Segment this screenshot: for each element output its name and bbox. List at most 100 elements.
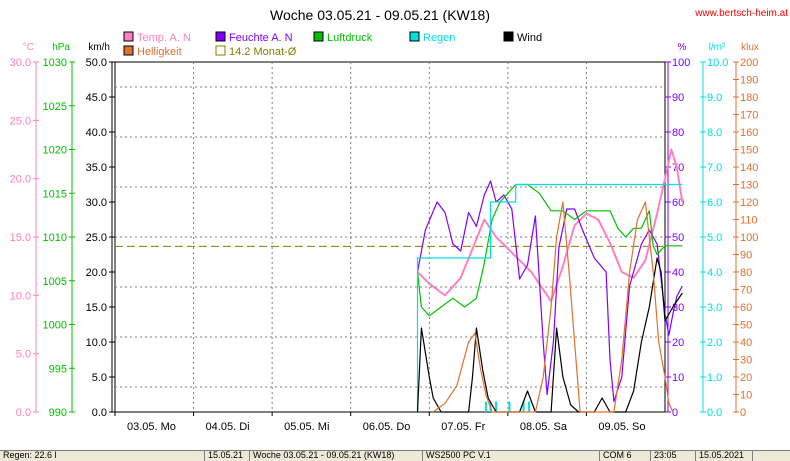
wind-axis-tick-label: 30.0	[86, 197, 107, 209]
pressure-axis-unit: hPa	[52, 42, 70, 53]
temp-axis-tick-label: 5.0	[16, 349, 31, 361]
light-axis-tick-label: 70	[740, 285, 752, 297]
pressure-axis-tick-label: 1005	[43, 276, 67, 288]
temp-axis-tick-label: 0.0	[16, 407, 31, 419]
temp-axis-tick-label: 20.0	[10, 174, 31, 186]
temp-axis-tick-label: 10.0	[10, 290, 31, 302]
wind-axis-tick-label: 20.0	[86, 267, 107, 279]
legend-label: Feuchte A. N	[229, 32, 293, 44]
wind-axis-tick-label: 45.0	[86, 92, 107, 104]
wind-axis-tick-label: 25.0	[86, 232, 107, 244]
wind-axis-tick-label: 40.0	[86, 127, 107, 139]
x-axis-tick-label: 05.05. Mi	[284, 421, 329, 433]
legend-swatch	[409, 31, 420, 42]
legend-label: Regen	[423, 32, 455, 44]
light-axis-tick-label: 10	[740, 390, 752, 402]
legend-label: Wind	[517, 32, 542, 44]
legend-label: Luftdruck	[327, 32, 373, 44]
status-rain: Regen: 22.6 l	[0, 451, 205, 461]
light-axis-tick-label: 20	[740, 372, 752, 384]
legend-label: Helligkeit	[137, 46, 182, 58]
status-bar: Regen: 22.6 l 15.05.21 Woche 03.05.21 - 09…	[0, 450, 790, 461]
humidity-axis-tick-label: 20	[672, 337, 684, 349]
status-date: 15.05.21	[205, 451, 250, 461]
pressure-axis-tick-label: 1020	[43, 145, 67, 157]
series-line-helligkeit	[432, 201, 674, 413]
wind-axis-tick-label: 15.0	[86, 302, 107, 314]
humidity-axis-tick-label: 100	[672, 57, 690, 69]
pressure-axis-tick-label: 990	[49, 407, 67, 419]
temp-axis-tick-label: 15.0	[10, 232, 31, 244]
light-axis-tick-label: 100	[740, 232, 758, 244]
series-line-temp-a-n	[416, 148, 684, 303]
legend-label: 14.2 Monat-Ø	[229, 46, 297, 58]
light-axis-tick-label: 50	[740, 320, 752, 332]
legend-swatch	[123, 45, 134, 56]
x-axis-tick-label: 06.05. Do	[363, 421, 411, 433]
status-port: COM 6	[600, 451, 651, 461]
series-line-regen	[416, 183, 683, 412]
series-line-wind	[416, 257, 683, 413]
legend-swatch	[215, 45, 226, 56]
temp-axis-unit: °C	[23, 42, 34, 53]
light-axis-tick-label: 30	[740, 355, 752, 367]
legend-swatch	[123, 31, 134, 42]
status-device: WS2500 PC V.1	[423, 451, 600, 461]
pressure-axis-tick-label: 1015	[43, 188, 67, 200]
wind-axis-tick-label: 35.0	[86, 162, 107, 174]
x-axis-tick-label: 09.05. So	[598, 421, 645, 433]
light-axis-tick-label: 200	[740, 57, 758, 69]
light-axis-tick-label: 190	[740, 75, 758, 87]
rain-axis-unit: l/m²	[709, 42, 726, 53]
x-axis-tick-label: 03.05. Mo	[127, 421, 176, 433]
pressure-axis-tick-label: 1030	[43, 57, 67, 69]
light-axis-tick-label: 90	[740, 250, 752, 262]
series-line-luftdruck	[416, 183, 683, 317]
wind-axis-tick-label: 50.0	[86, 57, 107, 69]
pressure-axis-tick-label: 1025	[43, 101, 67, 113]
light-axis-tick-label: 140	[740, 162, 758, 174]
rain-axis-tick-label: 4.0	[707, 267, 722, 279]
x-axis-tick-label: 07.05. Fr	[441, 421, 485, 433]
humidity-axis-tick-label: 90	[672, 92, 684, 104]
light-axis-tick-label: 160	[740, 127, 758, 139]
series-line-feuchte-a-n	[416, 180, 683, 403]
pressure-axis-tick-label: 1000	[43, 320, 67, 332]
wind-axis-tick-label: 10.0	[86, 337, 107, 349]
rain-axis-tick-label: 7.0	[707, 162, 722, 174]
humidity-axis-tick-label: 80	[672, 127, 684, 139]
rain-axis-tick-label: 1.0	[707, 372, 722, 384]
rain-axis-tick-label: 10.0	[707, 57, 728, 69]
humidity-axis-tick-label: 50	[672, 232, 684, 244]
light-axis-tick-label: 170	[740, 110, 758, 122]
light-axis-tick-label: 150	[740, 145, 758, 157]
light-axis-tick-label: 60	[740, 302, 752, 314]
wind-axis-unit: km/h	[88, 42, 110, 53]
chart-title: Woche 03.05.21 - 09.05.21 (KW18)	[270, 7, 490, 23]
pressure-axis-tick-label: 995	[49, 363, 67, 375]
humidity-axis-unit: %	[678, 42, 687, 53]
light-axis-tick-label: 120	[740, 197, 758, 209]
rain-axis-tick-label: 3.0	[707, 302, 722, 314]
status-current-date: 15.05.2021	[696, 451, 753, 461]
light-axis-tick-label: 80	[740, 267, 752, 279]
light-axis-unit: klux	[741, 42, 759, 53]
light-axis-tick-label: 110	[740, 215, 758, 227]
legend-swatch	[503, 31, 514, 42]
rain-axis-tick-label: 5.0	[707, 232, 722, 244]
pressure-axis-tick-label: 1010	[43, 232, 67, 244]
legend-swatch	[215, 31, 226, 42]
legend-label: Temp. A. N	[137, 32, 191, 44]
rain-axis-tick-label: 6.0	[707, 197, 722, 209]
humidity-axis-tick-label: 40	[672, 267, 684, 279]
rain-axis-tick-label: 9.0	[707, 92, 722, 104]
x-axis-tick-label: 08.05. Sa	[520, 421, 568, 433]
x-axis-tick-label: 04.05. Di	[206, 421, 250, 433]
status-time: 23:05	[651, 451, 696, 461]
temp-axis-tick-label: 30.0	[10, 57, 31, 69]
weather-chart: Woche 03.05.21 - 09.05.21 (KW18) www.bert…	[10, 7, 789, 433]
wind-axis-tick-label: 0.0	[92, 407, 107, 419]
light-axis-tick-label: 130	[740, 180, 758, 192]
wind-axis-tick-label: 5.0	[92, 372, 107, 384]
light-axis-tick-label: 40	[740, 337, 752, 349]
